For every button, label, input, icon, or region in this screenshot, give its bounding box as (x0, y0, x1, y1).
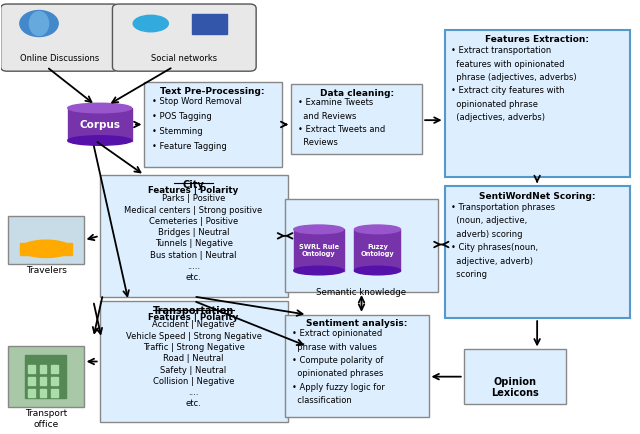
Text: Transport
office: Transport office (25, 408, 67, 428)
Text: .....: ..... (187, 261, 200, 270)
Text: opinionated phrase: opinionated phrase (451, 100, 538, 108)
Text: • Transportation phrases: • Transportation phrases (451, 203, 555, 211)
Text: Travelers: Travelers (26, 265, 67, 274)
FancyBboxPatch shape (8, 346, 84, 407)
Text: (adjectives, adverbs): (adjectives, adverbs) (451, 113, 545, 122)
Ellipse shape (294, 226, 344, 234)
Text: Opinion
Lexicons: Opinion Lexicons (491, 376, 539, 398)
Text: Reviews: Reviews (298, 138, 338, 147)
Bar (25, 355, 67, 398)
Text: Semantic knowledge: Semantic knowledge (316, 287, 406, 296)
Text: (noun, adjective,: (noun, adjective, (451, 216, 527, 225)
Text: etc.: etc. (186, 273, 202, 282)
Text: City: City (182, 179, 204, 189)
Text: Vehicle Speed | Strong Negative: Vehicle Speed | Strong Negative (125, 331, 262, 340)
Text: • Apply fuzzy logic for: • Apply fuzzy logic for (292, 382, 385, 391)
Bar (355, 230, 401, 271)
Text: SentiWordNet Scoring:: SentiWordNet Scoring: (479, 192, 595, 201)
Text: • POS Tagging: • POS Tagging (152, 112, 212, 121)
Text: Safety | Neutral: Safety | Neutral (161, 365, 227, 374)
Text: Cemeteries | Positive: Cemeteries | Positive (149, 217, 238, 225)
Bar (294, 230, 344, 271)
Text: Transportation: Transportation (153, 306, 234, 316)
Text: ....: .... (188, 387, 199, 396)
FancyBboxPatch shape (100, 301, 288, 422)
Ellipse shape (133, 16, 168, 33)
Text: • Extract transportation: • Extract transportation (451, 46, 551, 55)
Text: features with opinionated: features with opinionated (451, 59, 564, 69)
Text: Road | Neutral: Road | Neutral (163, 353, 224, 362)
FancyBboxPatch shape (445, 187, 630, 319)
Text: Text Pre-Processing:: Text Pre-Processing: (161, 87, 265, 96)
Text: Medical centers | Strong positive: Medical centers | Strong positive (124, 205, 262, 214)
Bar (28, 389, 35, 397)
Ellipse shape (20, 240, 72, 258)
Bar (40, 377, 46, 385)
Text: • Extract Tweets and: • Extract Tweets and (298, 125, 385, 134)
Text: Social networks: Social networks (151, 53, 217, 62)
Text: Sentiment analysis:: Sentiment analysis: (307, 319, 408, 327)
Text: etc.: etc. (186, 398, 202, 408)
Bar (28, 377, 35, 385)
Text: Data cleaning:: Data cleaning: (320, 89, 394, 97)
Ellipse shape (355, 266, 401, 275)
Ellipse shape (294, 266, 344, 275)
Text: Parks | Positive: Parks | Positive (162, 194, 225, 203)
Bar (51, 377, 58, 385)
Text: • Feature Tagging: • Feature Tagging (152, 141, 227, 150)
Text: • Stop Word Removal: • Stop Word Removal (152, 97, 242, 106)
Bar (28, 365, 35, 373)
Text: • Compute polarity of: • Compute polarity of (292, 355, 383, 364)
FancyBboxPatch shape (285, 315, 429, 417)
Bar (51, 365, 58, 373)
FancyBboxPatch shape (1, 5, 119, 72)
FancyBboxPatch shape (8, 217, 84, 264)
Bar (51, 389, 58, 397)
Text: • Extract city features with: • Extract city features with (451, 86, 564, 95)
FancyBboxPatch shape (145, 83, 282, 167)
Text: Bridges | Neutral: Bridges | Neutral (158, 228, 229, 237)
Bar (40, 365, 46, 373)
Text: • Examine Tweets: • Examine Tweets (298, 98, 374, 107)
Text: • Stemming: • Stemming (152, 126, 203, 135)
Text: Features Extraction:: Features Extraction: (485, 35, 589, 44)
Ellipse shape (29, 13, 49, 36)
FancyBboxPatch shape (445, 31, 630, 178)
FancyBboxPatch shape (464, 349, 566, 404)
Bar (40, 389, 46, 397)
Ellipse shape (355, 226, 401, 234)
Text: • City phrases(noun,: • City phrases(noun, (451, 243, 538, 252)
Text: Fuzzy
Ontology: Fuzzy Ontology (360, 244, 394, 257)
Text: classification: classification (292, 395, 351, 404)
Text: adverb) scoring: adverb) scoring (451, 230, 522, 238)
Text: Tunnels | Negative: Tunnels | Negative (154, 239, 232, 248)
Bar (20, 243, 72, 256)
Text: Accident | Negative: Accident | Negative (152, 320, 235, 329)
Ellipse shape (68, 104, 132, 114)
FancyBboxPatch shape (100, 176, 288, 297)
Text: phrase (adjectives, adverbs): phrase (adjectives, adverbs) (451, 73, 577, 82)
Text: • Extract opinionated: • Extract opinionated (292, 329, 382, 337)
Text: scoring: scoring (451, 270, 487, 279)
FancyBboxPatch shape (291, 85, 422, 154)
Text: Corpus: Corpus (79, 120, 120, 130)
Ellipse shape (68, 136, 132, 146)
Text: Bus station | Neutral: Bus station | Neutral (150, 250, 237, 259)
Text: Collision | Negative: Collision | Negative (153, 376, 234, 385)
Text: Features | Polarity: Features | Polarity (148, 186, 239, 195)
Text: Traffic | Strong Negative: Traffic | Strong Negative (143, 342, 244, 351)
Text: SWRL Rule
Ontology: SWRL Rule Ontology (299, 244, 339, 257)
Text: Online Discussions: Online Discussions (20, 53, 100, 62)
Text: Features | Polarity: Features | Polarity (148, 312, 239, 321)
Bar (192, 14, 227, 35)
Bar (68, 109, 132, 141)
FancyBboxPatch shape (113, 5, 256, 72)
Text: and Reviews: and Reviews (298, 112, 356, 120)
FancyBboxPatch shape (285, 200, 438, 293)
Text: phrase with values: phrase with values (292, 342, 377, 351)
Circle shape (20, 11, 58, 37)
Text: adjective, adverb): adjective, adverb) (451, 256, 533, 265)
Text: opinionated phrases: opinionated phrases (292, 368, 383, 378)
